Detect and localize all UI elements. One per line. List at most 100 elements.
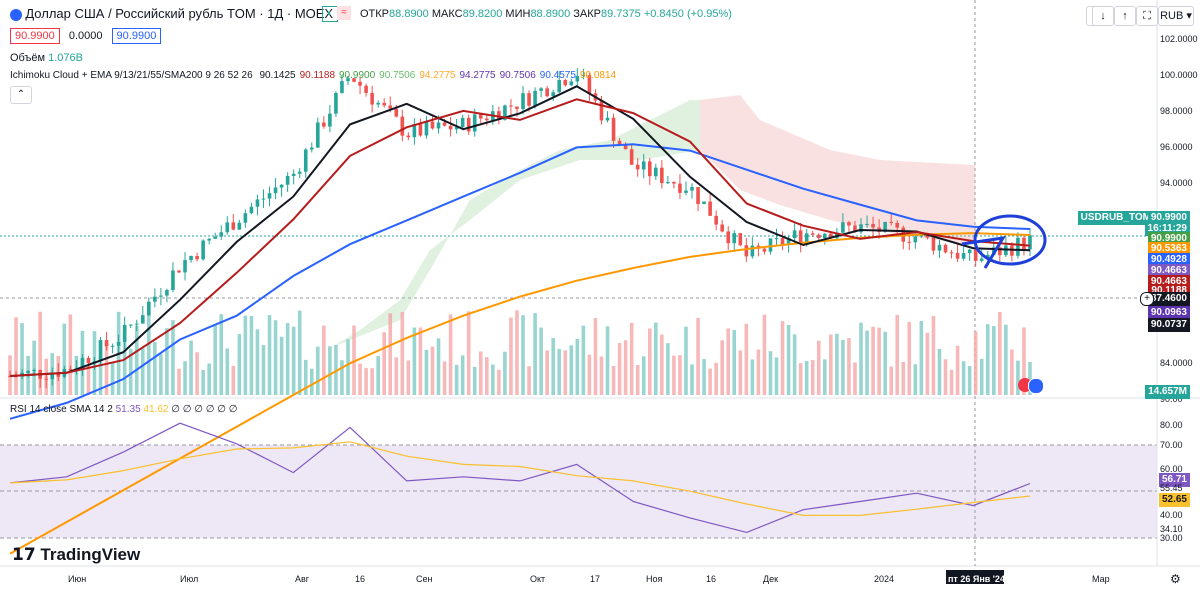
- candle-body: [340, 81, 344, 93]
- indicator-value: 90.0814: [579, 70, 617, 81]
- candle-body: [678, 183, 682, 193]
- candle-body: [382, 102, 387, 106]
- volume-bar: [86, 364, 91, 395]
- candle-body: [726, 231, 731, 244]
- candle-body: [424, 121, 429, 136]
- volume-bar: [998, 311, 1002, 395]
- volume-bar: [907, 321, 912, 395]
- candle-body: [412, 124, 417, 138]
- time-label: Дек: [763, 574, 779, 584]
- volume-bar: [291, 326, 296, 395]
- chart-type-icon[interactable]: ◐: [322, 6, 338, 22]
- volume-bar: [521, 315, 525, 395]
- candle-body: [1028, 235, 1032, 250]
- volume-bar: [961, 361, 966, 395]
- volume-bar: [901, 361, 906, 395]
- volume-bar: [177, 368, 181, 395]
- currency-select[interactable]: RUB ▾: [1158, 6, 1194, 26]
- chart-settings-icon[interactable]: ⚙: [1170, 572, 1181, 586]
- candle-body: [895, 222, 900, 228]
- volume-bar: [448, 314, 453, 395]
- candle-body: [334, 92, 338, 114]
- volume-bar: [841, 339, 845, 395]
- time-label: 16: [706, 574, 717, 584]
- candle-body: [907, 241, 912, 243]
- tradingview-logo[interactable]: 𝟭𝟳 TradingView: [12, 545, 141, 564]
- candle-body: [798, 230, 803, 243]
- volume-bar: [1022, 327, 1026, 395]
- volume-bar: [756, 349, 761, 395]
- rsi-value-tag: 56.71: [1158, 473, 1190, 487]
- candle-body: [201, 240, 205, 260]
- candle-body: [485, 118, 489, 121]
- volume-bar: [1016, 360, 1020, 395]
- candle-body: [56, 372, 61, 377]
- volume-bar: [183, 361, 187, 395]
- price-tag: 90.0737: [1147, 318, 1190, 332]
- volume-bar: [243, 315, 248, 395]
- volume-bar: [213, 324, 218, 395]
- volume-bar: [804, 361, 809, 395]
- volume-bar: [201, 369, 205, 395]
- volume-bar: [38, 311, 42, 395]
- annotation-arrow: [961, 236, 1006, 269]
- volume-bar: [539, 327, 543, 395]
- candle-body: [430, 121, 435, 129]
- candle-body: [768, 238, 773, 252]
- candle-body: [80, 357, 85, 369]
- volume-bar: [605, 326, 610, 395]
- collapse-indicators-icon[interactable]: ⌃: [10, 86, 32, 104]
- arrow-up-icon[interactable]: ↑: [1114, 6, 1136, 26]
- candle-body: [967, 249, 972, 254]
- volume-bar: [623, 340, 628, 395]
- volume-bar: [62, 323, 67, 395]
- volume-bar: [581, 325, 586, 395]
- buy-price-button[interactable]: 90.9900: [111, 28, 162, 44]
- volume-bar: [352, 325, 356, 395]
- volume-bar: [816, 340, 821, 395]
- candle-body: [720, 224, 724, 232]
- volume-bar: [810, 360, 815, 395]
- volume-bar: [424, 349, 429, 395]
- volume-tag: 14.657M: [1145, 385, 1190, 399]
- candle-body: [110, 345, 115, 347]
- sell-price-button[interactable]: 90.9900: [10, 28, 60, 44]
- volume-bar: [376, 356, 380, 395]
- candle-body: [623, 145, 628, 150]
- arrow-down-icon[interactable]: ↓: [1092, 6, 1114, 26]
- volume-bar: [943, 359, 948, 395]
- volume-bar: [557, 348, 562, 395]
- candle-body: [189, 255, 193, 261]
- candle-body: [949, 252, 954, 254]
- price-tick: 98.0000: [1160, 106, 1193, 116]
- volume-bar: [835, 333, 839, 395]
- candle-body: [575, 75, 580, 82]
- volume-bar: [931, 315, 936, 395]
- volume-bar: [454, 364, 459, 395]
- time-label: Июн: [68, 574, 87, 584]
- fullscreen-icon[interactable]: ⛶: [1136, 6, 1158, 26]
- candle-body: [853, 225, 857, 233]
- volume-bar: [340, 360, 344, 395]
- volume-bar: [635, 364, 640, 395]
- volume-bar: [798, 363, 803, 395]
- add-alert-icon[interactable]: +: [1140, 292, 1154, 306]
- wave-icon[interactable]: ≈: [337, 6, 351, 20]
- flag-event-icon[interactable]: [1028, 378, 1044, 394]
- volume-bar: [829, 334, 833, 395]
- time-label: 2024: [874, 574, 895, 584]
- candle-body: [871, 223, 875, 228]
- candle-body: [937, 244, 942, 251]
- symbol-title[interactable]: Доллар США / Российский рубль TOM · 1Д ·…: [25, 6, 334, 21]
- volume-bar: [967, 365, 972, 395]
- candle-body: [660, 167, 664, 184]
- candle-body: [237, 222, 242, 230]
- candle-body: [527, 93, 531, 106]
- candle-body: [454, 127, 459, 130]
- volume-bar: [285, 323, 290, 395]
- volume-bar: [442, 361, 447, 395]
- candle-body: [472, 114, 477, 132]
- price-tick: 90.00: [1160, 394, 1183, 404]
- candle-body: [231, 222, 236, 230]
- candle-body: [134, 323, 139, 325]
